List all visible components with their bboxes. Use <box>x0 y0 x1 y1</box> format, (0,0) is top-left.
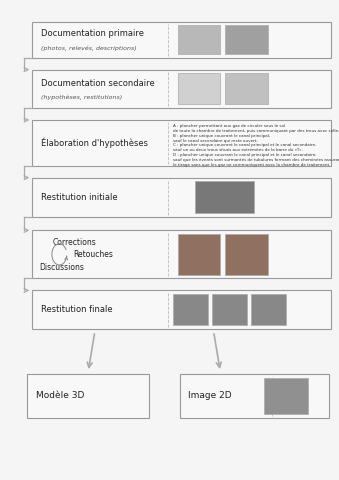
Bar <box>180 374 329 418</box>
Text: Discussions: Discussions <box>39 264 84 272</box>
Bar <box>173 294 208 325</box>
Text: Élaboration d'hypothèses: Élaboration d'hypothèses <box>41 138 148 148</box>
Bar <box>225 73 268 104</box>
Text: Restitution initiale: Restitution initiale <box>41 193 117 202</box>
Bar <box>178 25 220 54</box>
Bar <box>212 294 247 325</box>
Text: Image 2D: Image 2D <box>188 392 232 400</box>
Bar <box>178 73 220 104</box>
Text: (hypothèses, restitutions): (hypothèses, restitutions) <box>41 95 122 100</box>
Bar <box>32 230 331 278</box>
Bar <box>32 22 331 58</box>
Bar <box>251 294 286 325</box>
Text: (photos, relevés, descriptions): (photos, relevés, descriptions) <box>41 46 136 51</box>
Bar <box>32 290 331 329</box>
Bar <box>27 374 149 418</box>
Text: Restitution finale: Restitution finale <box>41 305 112 314</box>
Bar <box>32 178 331 217</box>
Bar <box>264 378 308 414</box>
Bar <box>195 181 254 213</box>
Text: Corrections: Corrections <box>53 238 96 247</box>
Text: Documentation primaire: Documentation primaire <box>41 29 144 38</box>
Bar <box>225 25 268 54</box>
Bar <box>32 70 331 108</box>
Text: Documentation secondaire: Documentation secondaire <box>41 79 155 87</box>
Text: Retouches: Retouches <box>73 250 113 259</box>
Bar <box>32 120 331 166</box>
Bar <box>178 234 220 275</box>
Text: A : plancher permettant aux gaz de circuler sous le sol
de toute la chambre de t: A : plancher permettant aux gaz de circu… <box>173 124 339 167</box>
Text: Modèle 3D: Modèle 3D <box>36 392 84 400</box>
Bar <box>225 234 268 275</box>
